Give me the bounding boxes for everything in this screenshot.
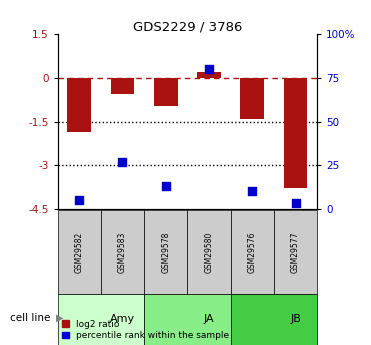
Point (293, 201, 299, 206)
Bar (274, 210, 317, 294)
Bar (58, 210, 101, 294)
Bar (197, 72, 221, 78)
Bar (187, 210, 231, 294)
Point (163, 183, 169, 189)
Bar (67, 78, 91, 132)
Text: JA: JA (204, 314, 214, 324)
Point (249, 188, 255, 194)
Text: GSM29580: GSM29580 (204, 231, 213, 273)
Text: GSM29577: GSM29577 (291, 231, 300, 273)
Legend: log2 ratio, percentile rank within the sample: log2 ratio, percentile rank within the s… (62, 320, 230, 341)
Bar (58, 294, 144, 345)
Bar (101, 210, 144, 294)
Text: JB: JB (290, 314, 301, 324)
Text: GSM29578: GSM29578 (161, 231, 170, 273)
Title: GDS2229 / 3786: GDS2229 / 3786 (133, 20, 242, 33)
Point (76, 197, 82, 203)
Bar (231, 210, 274, 294)
Bar (111, 78, 134, 94)
Text: GSM29576: GSM29576 (248, 231, 257, 273)
Point (206, 67, 212, 72)
Bar (154, 78, 178, 106)
Bar (284, 78, 308, 188)
Bar (144, 294, 231, 345)
Text: Amy: Amy (110, 314, 135, 324)
Text: GSM29583: GSM29583 (118, 231, 127, 273)
Bar (240, 78, 264, 119)
Text: GSM29582: GSM29582 (75, 231, 83, 273)
Bar (231, 294, 317, 345)
Text: cell line: cell line (10, 313, 50, 323)
Text: ▶: ▶ (56, 313, 63, 323)
Point (119, 159, 125, 165)
Bar (144, 210, 187, 294)
